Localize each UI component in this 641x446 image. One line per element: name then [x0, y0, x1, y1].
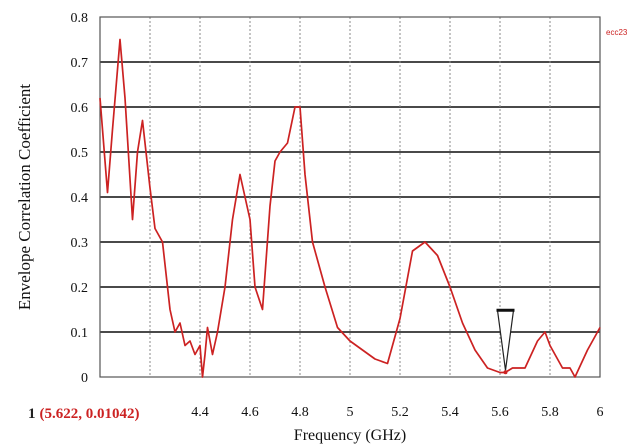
marker-point: [503, 370, 508, 375]
marker-readout: 1 (5.622, 0.01042): [28, 406, 140, 422]
x-tick-label: 5.2: [391, 405, 409, 420]
y-tick-label: 0.2: [71, 281, 89, 296]
marker-value: (5.622, 0.01042): [40, 406, 140, 422]
y-axis-label: Envelope Correlation Coefficient: [15, 84, 34, 311]
x-tick-label: 6: [597, 405, 604, 420]
y-tick-label: 0.8: [71, 11, 89, 26]
y-tick-label: 0.4: [71, 191, 89, 206]
y-tick-label: 0: [81, 371, 88, 386]
x-tick-label: 5: [347, 405, 354, 420]
y-tick-label: 0.5: [71, 146, 89, 161]
trace-label: ecc23: [606, 28, 628, 37]
y-tick-label: 0.6: [71, 101, 89, 116]
x-tick-label: 5.6: [491, 405, 509, 420]
x-tick-labels: 4.4 4.6 4.8 5 5.2 5.4 5.6 5.8 6: [191, 405, 603, 420]
y-tick-labels: 0 0.1 0.2 0.3 0.4 0.5 0.6 0.7 0.8: [71, 11, 89, 386]
marker-id: 1: [28, 406, 36, 422]
marker-1[interactable]: [496, 308, 515, 375]
plot-frame: [99, 16, 601, 378]
x-tick-label: 4.4: [191, 405, 209, 420]
x-axis-label: Frequency (GHz): [294, 427, 406, 444]
y-tick-label: 0.1: [71, 326, 89, 341]
x-tick-label: 4.8: [291, 405, 309, 420]
x-tick-label: 4.6: [241, 405, 259, 420]
grid-lines: [100, 17, 600, 377]
y-tick-label: 0.7: [71, 56, 89, 71]
x-tick-label: 5.4: [441, 405, 459, 420]
x-tick-label: 5.8: [541, 405, 559, 420]
series-line-ecc: [99, 38, 601, 378]
y-tick-label: 0.3: [71, 236, 89, 251]
